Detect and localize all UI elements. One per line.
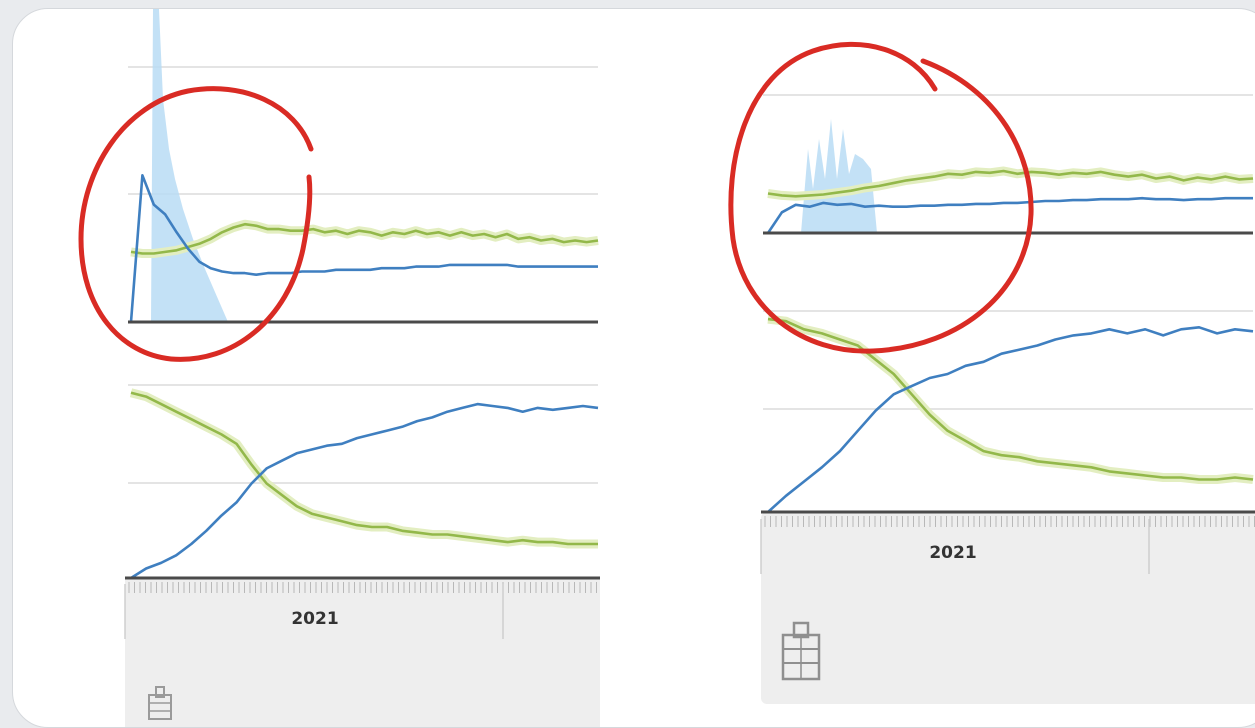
right-x-axis-strip	[761, 512, 1255, 704]
left-chart-panel: 2021	[78, 9, 600, 727]
right-lower-series	[767, 314, 1254, 513]
left-red-annotation-circle	[78, 86, 314, 362]
left-x-axis-ticks	[128, 582, 597, 593]
right-x-tick-label: 2021	[929, 543, 976, 563]
left-x-axis-strip	[125, 577, 600, 727]
right-lower-blue-line	[767, 325, 1254, 513]
left-lower-green-band	[129, 388, 598, 549]
right-lower-gridlines	[763, 310, 1253, 410]
left-lower-green-line	[130, 391, 598, 546]
left-upper-green-line	[130, 222, 599, 255]
left-lower-series	[129, 388, 599, 580]
building-icon	[781, 621, 821, 681]
right-chart-panel: 2021	[728, 42, 1255, 704]
right-upper-green-line	[767, 169, 1254, 198]
left-upper-blue-line	[129, 174, 598, 323]
right-red-annotation-circle	[728, 42, 1034, 354]
left-upper-series	[129, 174, 599, 323]
right-x-axis-ticks	[764, 516, 1255, 527]
right-upper-series	[766, 166, 1254, 234]
right-upper-blue-line	[766, 196, 1253, 234]
right-blue-uncertainty-area	[801, 119, 877, 233]
comparison-figure: 2021	[78, 9, 1255, 727]
right-lower-green-line	[767, 317, 1254, 481]
left-x-tick-label: 2021	[291, 609, 338, 629]
left-upper-gridlines	[128, 66, 598, 195]
left-blue-uncertainty-area	[151, 9, 228, 322]
left-lower-blue-line	[130, 402, 599, 580]
left-lower-gridlines	[128, 384, 598, 484]
chart-card: 2021	[12, 8, 1255, 728]
left-upper-green-band	[130, 219, 599, 258]
